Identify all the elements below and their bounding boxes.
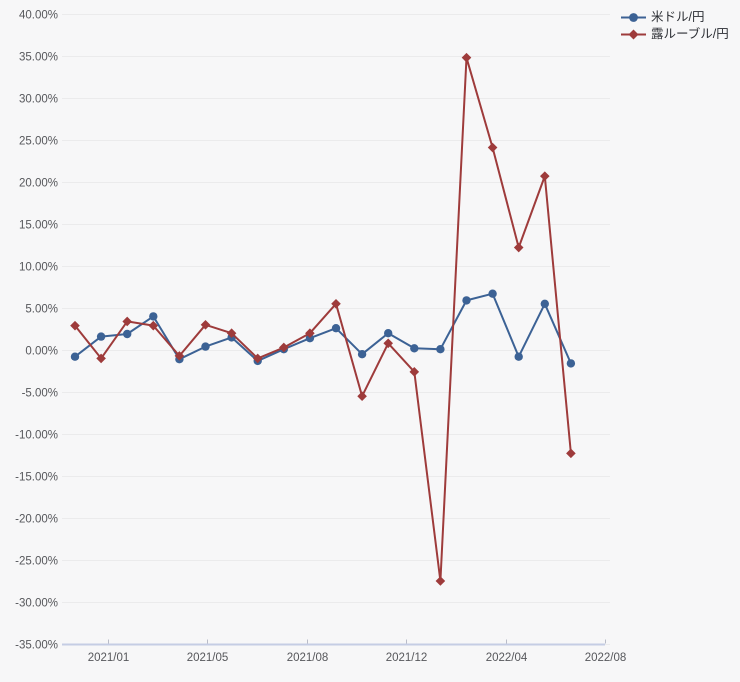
series-usd-jpy: [70, 289, 576, 368]
y-axis-label: -15.00%: [15, 472, 58, 484]
y-axis-label: -20.00%: [15, 514, 58, 526]
y-axis-label: 25.00%: [19, 136, 58, 148]
data-point-marker: [96, 332, 106, 341]
series-line: [74, 292, 572, 364]
data-point-marker: [174, 351, 185, 361]
data-point-marker: [70, 352, 80, 361]
y-axis-label: -5.00%: [22, 388, 58, 400]
legend-item-rub-jpy[interactable]: 露ルーブル/円: [621, 27, 729, 41]
chart-legend: 米ドル/円 露ルーブル/円: [621, 10, 729, 41]
y-axis-label: 0.00%: [25, 346, 58, 358]
y-axis-label: -35.00%: [15, 640, 58, 652]
y-axis-label: -30.00%: [15, 598, 58, 610]
y-axis-label: 10.00%: [19, 262, 58, 274]
y-axis-label: 30.00%: [19, 94, 58, 106]
y-axis-label: -25.00%: [15, 556, 58, 568]
data-point-marker: [226, 328, 237, 338]
data-point-marker: [462, 296, 471, 305]
data-point-marker: [514, 352, 523, 361]
data-point-marker: [148, 320, 159, 331]
data-point-marker: [540, 299, 549, 308]
data-point-marker: [331, 324, 341, 333]
data-point-marker: [383, 338, 393, 349]
data-point-marker: [461, 52, 472, 63]
data-point-marker: [410, 344, 419, 353]
data-point-marker: [436, 345, 445, 354]
data-point-marker: [513, 242, 524, 253]
data-point-marker: [149, 312, 158, 321]
data-point-marker: [540, 171, 550, 181]
x-axis-label: 2021/01: [88, 652, 130, 664]
data-point-marker: [488, 289, 497, 298]
y-axis-label: 35.00%: [19, 52, 58, 64]
y-axis-label: 20.00%: [19, 178, 58, 190]
data-point-marker: [435, 576, 446, 586]
x-axis-label: 2021/05: [187, 652, 229, 664]
data-point-marker: [409, 367, 420, 377]
data-point-marker: [566, 359, 576, 368]
legend-label-rub-jpy: 露ルーブル/円: [651, 27, 729, 41]
legend-item-usd-jpy[interactable]: 米ドル/円: [621, 10, 729, 24]
data-point-marker: [252, 353, 263, 364]
x-axis-label: 2022/08: [585, 652, 627, 664]
series-rub-jpy: [70, 52, 576, 586]
data-point-marker: [331, 299, 341, 309]
line-circle-marker-icon: [621, 12, 646, 22]
line-diamond-marker-icon: [621, 29, 646, 39]
data-point-marker: [201, 342, 210, 351]
data-point-marker: [566, 448, 576, 459]
data-point-marker: [305, 334, 315, 343]
y-axis-label: 40.00%: [19, 10, 58, 22]
data-point-marker: [384, 329, 393, 338]
y-axis-label: 5.00%: [25, 304, 58, 316]
x-axis-label: 2022/04: [486, 652, 528, 664]
data-point-marker: [305, 328, 315, 338]
x-axis-label: 2021/08: [287, 652, 329, 664]
y-axis-label: 15.00%: [19, 220, 58, 232]
data-point-marker: [279, 342, 289, 353]
data-point-marker: [96, 353, 106, 364]
data-point-marker: [123, 329, 132, 339]
data-point-marker: [357, 350, 367, 359]
series-line: [74, 56, 572, 582]
data-point-marker: [357, 391, 367, 401]
data-point-marker: [70, 320, 80, 331]
data-point-marker: [200, 320, 211, 330]
x-axis-label: 2021/12: [386, 652, 428, 664]
legend-label-usd-jpy: 米ドル/円: [651, 10, 705, 24]
y-axis-label: -10.00%: [15, 430, 58, 442]
data-point-marker: [122, 316, 132, 327]
data-point-marker: [487, 142, 498, 153]
